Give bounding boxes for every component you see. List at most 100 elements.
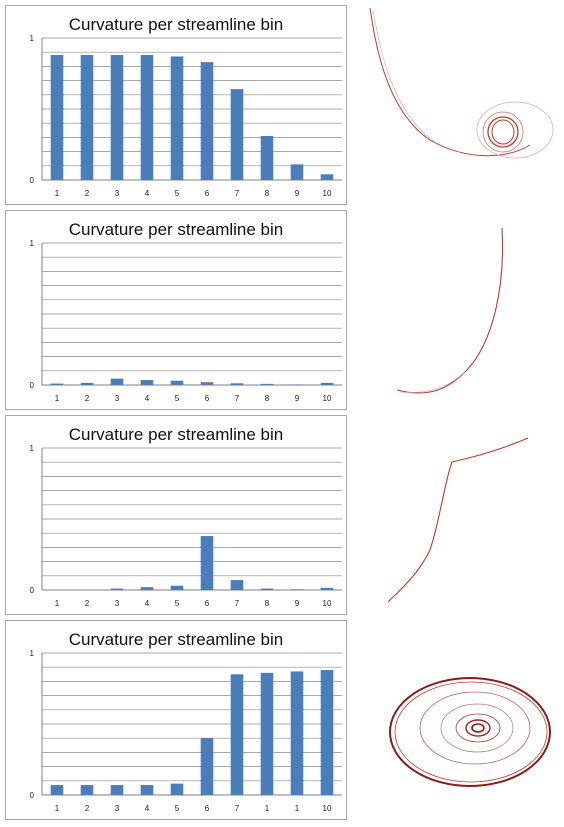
bar bbox=[260, 135, 274, 180]
y-tick-label: 0 bbox=[30, 381, 35, 390]
x-tick-label: 7 bbox=[235, 189, 240, 198]
x-tick-label: 4 bbox=[145, 599, 150, 608]
chart-panel-1: 0 1 1 2 3 4 5 6 7 8 9 10 Curvature per streamline b… bbox=[5, 5, 347, 205]
bar bbox=[110, 588, 124, 590]
bar bbox=[110, 378, 124, 385]
bar bbox=[80, 785, 94, 795]
bar-chart-2: 0 1 1 2 3 4 5 6 7 8 9 10 bbox=[30, 239, 342, 403]
y-tick-label: 0 bbox=[30, 586, 35, 595]
y-tick-label: 1 bbox=[30, 444, 35, 453]
y-tick-label: 1 bbox=[30, 649, 35, 658]
bar bbox=[290, 589, 304, 590]
bar bbox=[260, 588, 274, 590]
bar bbox=[170, 380, 184, 385]
x-tick-label: 5 bbox=[175, 394, 180, 403]
x-tick-label: 3 bbox=[115, 394, 120, 403]
bar bbox=[290, 671, 304, 795]
bar bbox=[290, 164, 304, 180]
streamline-kink bbox=[387, 437, 529, 603]
x-tick-label: 10 bbox=[323, 599, 332, 608]
bar bbox=[50, 785, 64, 795]
x-tick-label: 2 bbox=[85, 189, 90, 198]
bar bbox=[140, 55, 154, 180]
x-tick-label: 10 bbox=[323, 189, 332, 198]
x-tick-label: 9 bbox=[295, 394, 300, 403]
bar bbox=[260, 672, 274, 795]
x-tick-label: 4 bbox=[145, 189, 150, 198]
x-tick-label: 6 bbox=[205, 394, 210, 403]
y-tick-label: 0 bbox=[30, 791, 35, 800]
x-tick-label: 6 bbox=[205, 599, 210, 608]
x-tick-label: 9 bbox=[295, 599, 300, 608]
bar-chart-4: 0 1 1 2 3 4 5 6 7 1 1 10 bbox=[30, 649, 342, 813]
x-tick-label: 1 bbox=[295, 804, 300, 813]
bar bbox=[230, 89, 244, 180]
bar bbox=[230, 674, 244, 795]
x-tick-label: 8 bbox=[265, 189, 270, 198]
x-tick-label: 1 bbox=[55, 394, 60, 403]
y-tick-label: 1 bbox=[30, 34, 35, 43]
bar bbox=[200, 738, 214, 795]
x-tick-label: 3 bbox=[115, 599, 120, 608]
x-tick-label: 1 bbox=[265, 804, 270, 813]
bar bbox=[200, 62, 214, 180]
x-tick-label: 7 bbox=[235, 599, 240, 608]
x-tick-label: 5 bbox=[175, 804, 180, 813]
bar bbox=[320, 587, 334, 590]
bar bbox=[230, 580, 244, 590]
x-tick-label: 4 bbox=[145, 394, 150, 403]
x-tick-label: 1 bbox=[55, 189, 60, 198]
bar-chart-3: 0 1 1 2 3 4 5 6 7 8 9 10 bbox=[30, 444, 342, 608]
x-tick-label: 10 bbox=[323, 394, 332, 403]
x-tick-label: 2 bbox=[85, 804, 90, 813]
bar-chart-1: 0 1 1 2 3 4 5 6 7 8 9 10 bbox=[30, 34, 342, 198]
x-tick-label: 1 bbox=[55, 599, 60, 608]
bar bbox=[140, 587, 154, 590]
bar bbox=[140, 785, 154, 795]
bar bbox=[200, 382, 214, 385]
x-tick-label: 5 bbox=[175, 599, 180, 608]
x-tick-label: 10 bbox=[323, 804, 332, 813]
bar bbox=[80, 55, 94, 180]
x-tick-label: 2 bbox=[85, 394, 90, 403]
x-tick-label: 3 bbox=[115, 804, 120, 813]
x-tick-label: 3 bbox=[115, 189, 120, 198]
chart-title: Curvature per streamline bin bbox=[68, 15, 284, 34]
bar bbox=[230, 383, 244, 385]
x-tick-label: 7 bbox=[235, 804, 240, 813]
bar bbox=[110, 55, 124, 180]
bar bbox=[260, 383, 274, 385]
y-tick-label: 0 bbox=[30, 176, 35, 185]
x-tick-label: 2 bbox=[85, 599, 90, 608]
bar bbox=[320, 174, 334, 180]
chart-title: Curvature per streamline bin bbox=[68, 425, 284, 444]
bar bbox=[80, 382, 94, 385]
bar bbox=[50, 383, 64, 385]
chart-title: Curvature per streamline bin bbox=[68, 220, 284, 239]
y-tick-label: 1 bbox=[30, 239, 35, 248]
streamline-vortex bbox=[389, 677, 551, 787]
x-tick-label: 6 bbox=[205, 189, 210, 198]
bar bbox=[290, 384, 304, 385]
bar bbox=[320, 382, 334, 385]
bar bbox=[170, 56, 184, 180]
x-tick-label: 7 bbox=[235, 394, 240, 403]
bar bbox=[110, 785, 124, 795]
chart-panel-3: 0 1 1 2 3 4 5 6 7 8 9 10 Curvature per streamline b… bbox=[5, 415, 347, 615]
chart-title: Curvature per streamline bin bbox=[68, 630, 284, 649]
bar bbox=[170, 783, 184, 795]
bar bbox=[170, 585, 184, 590]
bar bbox=[200, 536, 214, 590]
x-tick-label: 1 bbox=[55, 804, 60, 813]
x-tick-label: 9 bbox=[295, 189, 300, 198]
x-tick-label: 8 bbox=[265, 599, 270, 608]
chart-panel-2: 0 1 1 2 3 4 5 6 7 8 9 10 Curvature per streamline b… bbox=[5, 210, 347, 410]
x-tick-label: 5 bbox=[175, 189, 180, 198]
streamline-curve bbox=[396, 227, 504, 394]
chart-panel-4: 0 1 1 2 3 4 5 6 7 1 1 10 Curvature per streamline b… bbox=[5, 620, 347, 820]
bar bbox=[320, 670, 334, 795]
bar bbox=[140, 380, 154, 385]
x-tick-label: 6 bbox=[205, 804, 210, 813]
bar bbox=[50, 55, 64, 180]
x-tick-label: 4 bbox=[145, 804, 150, 813]
